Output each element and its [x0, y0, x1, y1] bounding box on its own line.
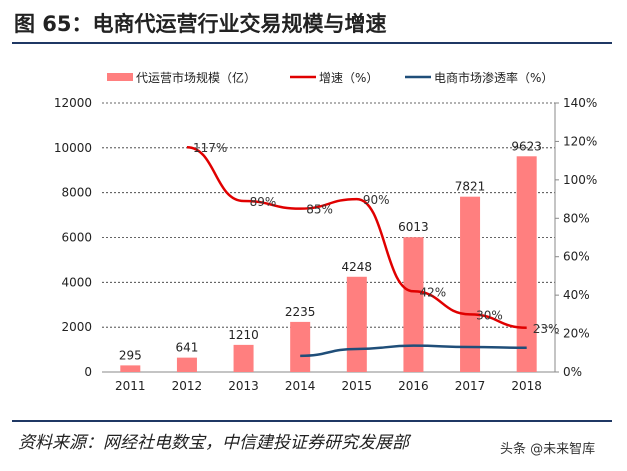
line-data-label: 30% — [476, 308, 503, 322]
bar-label: 1210 — [228, 328, 259, 342]
top-divider — [12, 42, 612, 44]
bar — [403, 237, 424, 372]
left-tick-label: 2000 — [61, 320, 92, 334]
chart: 0 2000 4000 6000 8000 10000 12000 0% 20% 40% 60% 80… — [54, 70, 598, 393]
line-data-label: 23% — [533, 322, 560, 336]
bar — [346, 276, 367, 372]
bar — [516, 156, 537, 372]
left-tick-label: 0 — [84, 365, 92, 379]
left-tick-label: 10000 — [54, 141, 92, 155]
legend-label: 增速（%） — [319, 71, 378, 85]
right-tick-label: 20% — [563, 327, 590, 341]
bar-label: 7821 — [455, 180, 486, 194]
line-data-label: 42% — [419, 285, 446, 299]
x-tick-label: 2011 — [115, 379, 146, 393]
right-tick-label: 40% — [563, 288, 590, 302]
left-tick-label: 6000 — [61, 231, 92, 245]
bar-label: 6013 — [398, 220, 429, 234]
left-tick-label: 4000 — [61, 275, 92, 289]
x-tick-label: 2018 — [511, 379, 542, 393]
bar — [176, 357, 197, 372]
bar-label: 295 — [119, 348, 142, 362]
legend-label: 电商市场渗透率（%） — [434, 70, 553, 85]
legend-swatch — [107, 73, 133, 81]
bar-label: 4248 — [342, 260, 373, 274]
bar-label: 641 — [175, 341, 198, 355]
right-tick-label: 0% — [563, 365, 582, 379]
left-tick-label: 8000 — [61, 186, 92, 200]
series-line — [186, 145, 527, 330]
x-tick-label: 2014 — [285, 379, 316, 393]
line-data-label: 90% — [363, 193, 390, 207]
x-tick-label: 2012 — [172, 379, 203, 393]
right-tick-label: 80% — [563, 211, 590, 225]
x-tick-label: 2017 — [455, 379, 486, 393]
series-line — [300, 344, 527, 358]
x-tick-label: 2016 — [398, 379, 429, 393]
bottom-divider — [12, 420, 612, 422]
bar — [290, 321, 311, 372]
line-data-label: 89% — [250, 195, 277, 209]
figure-title: 图 65：电商代运营行业交易规模与增速 — [14, 12, 387, 36]
right-tick-label: 60% — [563, 250, 590, 264]
bar — [233, 344, 254, 372]
bar — [120, 365, 141, 372]
x-tick-label: 2015 — [342, 379, 373, 393]
legend-label: 代运营市场规模（亿） — [136, 70, 256, 85]
watermark: 头条 @未来智库 — [500, 442, 596, 457]
right-tick-label: 120% — [563, 134, 597, 148]
line-data-label: 117% — [193, 141, 227, 155]
x-tick-label: 2013 — [228, 379, 259, 393]
right-tick-label: 140% — [563, 96, 597, 110]
line-data-label: 85% — [306, 203, 333, 217]
bar-label: 2235 — [285, 305, 316, 319]
source-note: 资料来源：网经社电数宝，中信建投证券研究发展部 — [18, 433, 409, 453]
bar-label: 9623 — [511, 139, 542, 153]
left-tick-label: 12000 — [54, 96, 92, 110]
bar — [460, 196, 481, 372]
right-tick-label: 100% — [563, 173, 597, 187]
